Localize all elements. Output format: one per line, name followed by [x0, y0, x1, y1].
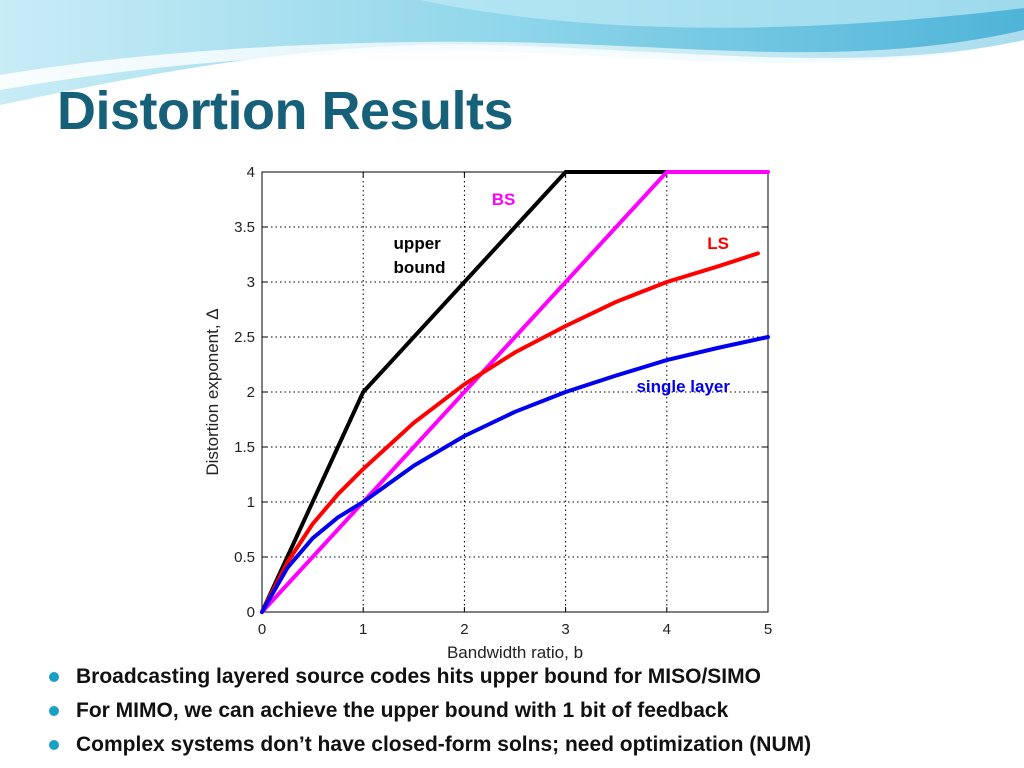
annotation-upper-bound: bound [394, 258, 446, 277]
x-axis-label: Bandwidth ratio, b [447, 643, 583, 662]
annotation-upper-bound: upper [394, 234, 442, 253]
series-line-single-layer [260, 335, 770, 614]
bullet-text: For MIMO, we can achieve the upper bound… [76, 699, 729, 722]
bullet-dot-icon [49, 672, 59, 682]
y-tick-label: 2 [247, 384, 255, 401]
x-tick-label: 2 [460, 621, 468, 638]
y-tick-label: 0.5 [234, 549, 255, 566]
bullet-text: Complex systems don’t have closed-form s… [76, 733, 812, 756]
annotation-bs: BS [492, 190, 516, 209]
background-swoosh [0, 0, 1024, 105]
y-tick-label: 4 [247, 164, 255, 181]
x-tick-label: 3 [561, 621, 569, 638]
distortion-chart: 0 1 2 3 4 5 0 0.5 1 1.5 2 2.5 3 3.5 4 upper bound BS LS s… [203, 164, 772, 662]
y-axis-label: Distortion exponent, Δ [203, 308, 222, 475]
x-tick-label: 1 [359, 621, 367, 638]
bullet-list: Broadcasting layered source codes hits u… [46, 660, 811, 762]
y-tick-label: 3 [247, 274, 255, 291]
series-line-bs [260, 170, 770, 614]
chart-series [260, 170, 770, 614]
slide-title: Distortion Results [57, 81, 514, 141]
bullet-text: Broadcasting layered source codes hits u… [76, 665, 761, 688]
bullet-item: Complex systems don’t have closed-form s… [46, 728, 811, 762]
bullet-item: Broadcasting layered source codes hits u… [46, 660, 811, 694]
chart-annotations: upper bound BS LS single layer [394, 190, 731, 396]
x-axis-ticks: 0 1 2 3 4 5 [258, 172, 772, 638]
bullet-item: For MIMO, we can achieve the upper bound… [46, 694, 811, 728]
x-tick-label: 0 [258, 621, 266, 638]
y-tick-label: 3.5 [234, 219, 255, 236]
y-tick-label: 1 [247, 494, 255, 511]
x-tick-label: 4 [663, 621, 671, 638]
annotation-ls: LS [707, 234, 729, 253]
y-tick-label: 0 [247, 604, 255, 621]
series-line-ls [260, 251, 760, 614]
y-axis-ticks: 0 0.5 1 1.5 2 2.5 3 3.5 4 [234, 164, 768, 621]
bullet-dot-icon [49, 740, 59, 750]
y-tick-label: 1.5 [234, 439, 255, 456]
y-tick-label: 2.5 [234, 329, 255, 346]
annotation-single-layer: single layer [636, 377, 730, 396]
bullet-dot-icon [49, 706, 59, 716]
series-line-upper-bound [260, 170, 669, 614]
x-tick-label: 5 [764, 621, 772, 638]
